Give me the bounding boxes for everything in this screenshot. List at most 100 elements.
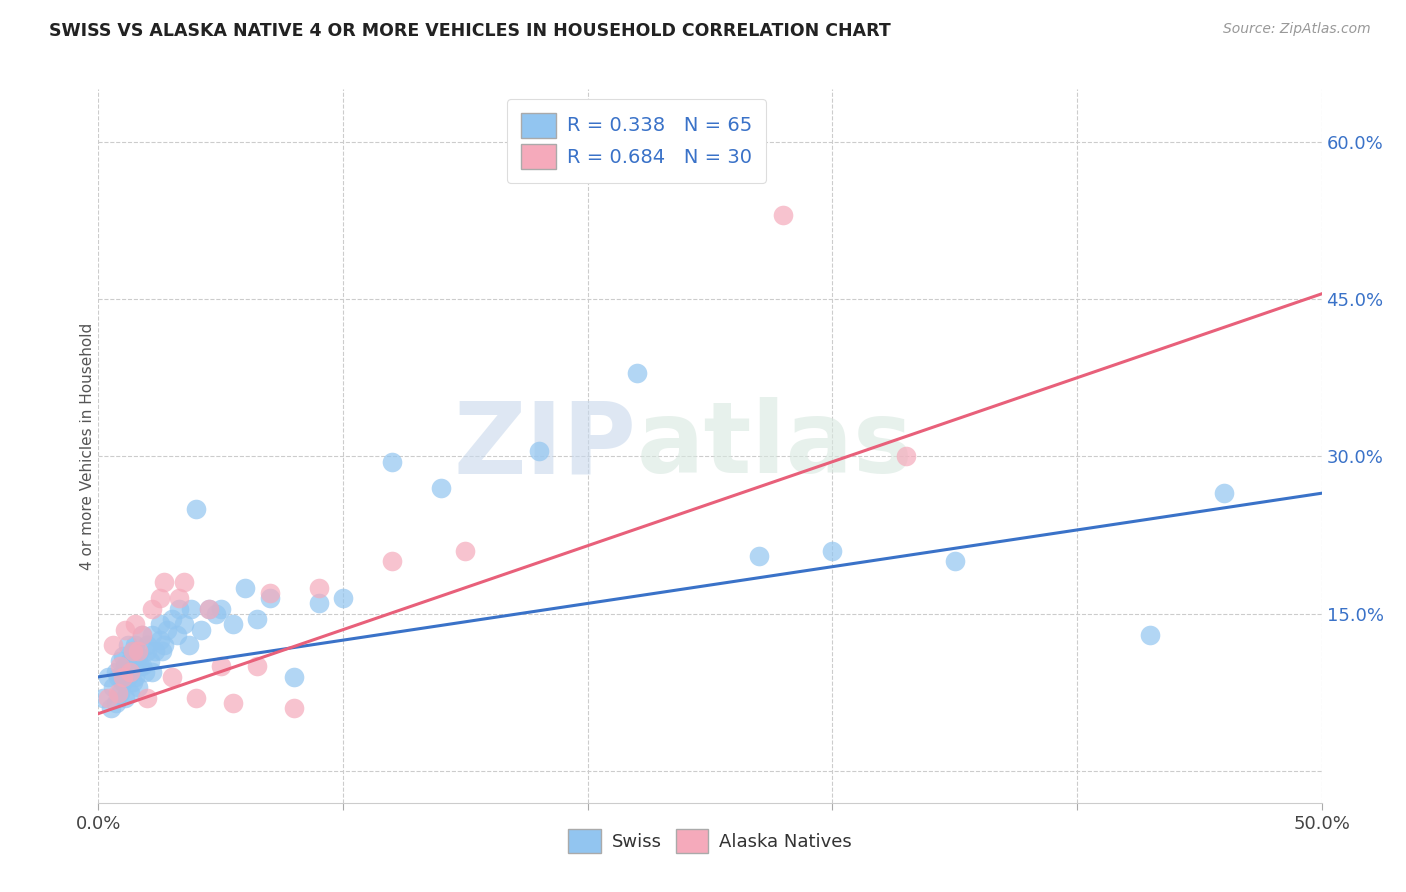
Point bbox=[101, 639, 124, 653]
Point bbox=[97, 690, 120, 705]
Point bbox=[120, 654, 142, 668]
Text: Source: ZipAtlas.com: Source: ZipAtlas.com bbox=[1223, 22, 1371, 37]
Point bbox=[127, 643, 149, 657]
Point bbox=[153, 639, 176, 653]
Point bbox=[308, 596, 330, 610]
Point bbox=[124, 670, 146, 684]
Point bbox=[111, 648, 134, 663]
Point bbox=[190, 623, 212, 637]
Point bbox=[131, 659, 153, 673]
Point bbox=[131, 628, 153, 642]
Point bbox=[101, 681, 124, 695]
Point bbox=[197, 601, 219, 615]
Point bbox=[381, 554, 404, 568]
Point bbox=[121, 643, 143, 657]
Text: atlas: atlas bbox=[637, 398, 914, 494]
Point bbox=[167, 601, 190, 615]
Point bbox=[120, 665, 142, 679]
Point bbox=[114, 659, 136, 673]
Point bbox=[748, 549, 770, 564]
Point bbox=[381, 455, 404, 469]
Point bbox=[121, 675, 143, 690]
Point bbox=[308, 581, 330, 595]
Point bbox=[114, 623, 136, 637]
Point bbox=[100, 701, 122, 715]
Point bbox=[134, 665, 156, 679]
Point bbox=[156, 623, 179, 637]
Point bbox=[136, 690, 159, 705]
Point bbox=[136, 639, 159, 653]
Point bbox=[104, 696, 127, 710]
Point bbox=[110, 659, 132, 673]
Point bbox=[120, 685, 142, 699]
Point bbox=[149, 617, 172, 632]
Point bbox=[283, 701, 305, 715]
Point bbox=[107, 685, 129, 699]
Point bbox=[173, 575, 195, 590]
Point bbox=[283, 670, 305, 684]
Point bbox=[149, 591, 172, 606]
Point bbox=[821, 544, 844, 558]
Point bbox=[124, 617, 146, 632]
Point bbox=[197, 601, 219, 615]
Point bbox=[246, 659, 269, 673]
Y-axis label: 4 or more Vehicles in Household: 4 or more Vehicles in Household bbox=[80, 322, 94, 570]
Point bbox=[143, 643, 166, 657]
Point bbox=[153, 575, 176, 590]
Point bbox=[186, 690, 208, 705]
Legend: Swiss, Alaska Natives: Swiss, Alaska Natives bbox=[560, 821, 860, 862]
Point bbox=[150, 643, 173, 657]
Point bbox=[454, 544, 477, 558]
Point bbox=[332, 591, 354, 606]
Point bbox=[139, 654, 162, 668]
Text: SWISS VS ALASKA NATIVE 4 OR MORE VEHICLES IN HOUSEHOLD CORRELATION CHART: SWISS VS ALASKA NATIVE 4 OR MORE VEHICLE… bbox=[49, 22, 891, 40]
Point bbox=[772, 208, 794, 222]
Text: ZIP: ZIP bbox=[454, 398, 637, 494]
Point bbox=[943, 554, 966, 568]
Point bbox=[111, 670, 134, 684]
Point bbox=[131, 628, 153, 642]
Point bbox=[129, 659, 152, 673]
Point bbox=[173, 617, 195, 632]
Point bbox=[127, 648, 149, 663]
Point bbox=[117, 639, 139, 653]
Point bbox=[110, 654, 132, 668]
Point bbox=[117, 670, 139, 684]
Point bbox=[127, 681, 149, 695]
Point bbox=[186, 502, 208, 516]
Point bbox=[107, 670, 129, 684]
Point bbox=[149, 633, 172, 648]
Point bbox=[180, 601, 202, 615]
Point bbox=[166, 628, 188, 642]
Point bbox=[233, 581, 256, 595]
Point bbox=[246, 612, 269, 626]
Point bbox=[1139, 628, 1161, 642]
Point bbox=[626, 366, 648, 380]
Point bbox=[136, 643, 159, 657]
Point bbox=[111, 675, 134, 690]
Point bbox=[1212, 486, 1234, 500]
Point bbox=[160, 670, 183, 684]
Point bbox=[209, 601, 232, 615]
Point bbox=[114, 690, 136, 705]
Point bbox=[97, 670, 120, 684]
Point bbox=[222, 617, 245, 632]
Point bbox=[91, 690, 114, 705]
Point bbox=[104, 665, 127, 679]
Point bbox=[527, 444, 550, 458]
Point bbox=[141, 665, 163, 679]
Point bbox=[259, 586, 281, 600]
Point bbox=[110, 685, 132, 699]
Point bbox=[141, 628, 163, 642]
Point bbox=[177, 639, 200, 653]
Point bbox=[141, 601, 163, 615]
Point bbox=[259, 591, 281, 606]
Point bbox=[167, 591, 190, 606]
Point bbox=[121, 643, 143, 657]
Point bbox=[124, 639, 146, 653]
Point bbox=[894, 450, 917, 464]
Point bbox=[222, 696, 245, 710]
Point bbox=[160, 612, 183, 626]
Point bbox=[430, 481, 453, 495]
Point bbox=[209, 659, 232, 673]
